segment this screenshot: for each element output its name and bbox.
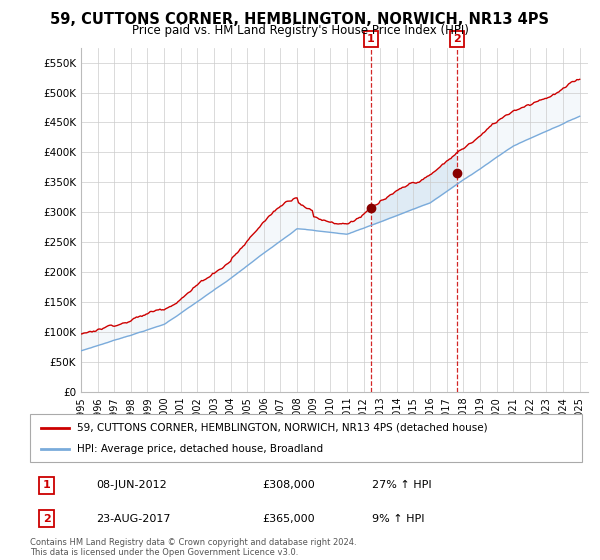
- Text: HPI: Average price, detached house, Broadland: HPI: Average price, detached house, Broa…: [77, 444, 323, 454]
- Text: Price paid vs. HM Land Registry's House Price Index (HPI): Price paid vs. HM Land Registry's House …: [131, 24, 469, 36]
- Text: 59, CUTTONS CORNER, HEMBLINGTON, NORWICH, NR13 4PS: 59, CUTTONS CORNER, HEMBLINGTON, NORWICH…: [50, 12, 550, 27]
- Text: £365,000: £365,000: [262, 514, 314, 524]
- Text: 9% ↑ HPI: 9% ↑ HPI: [372, 514, 425, 524]
- Text: 2: 2: [43, 514, 50, 524]
- Text: 08-JUN-2012: 08-JUN-2012: [96, 480, 167, 490]
- Text: 27% ↑ HPI: 27% ↑ HPI: [372, 480, 432, 490]
- Text: 23-AUG-2017: 23-AUG-2017: [96, 514, 171, 524]
- FancyBboxPatch shape: [30, 414, 582, 462]
- Text: 1: 1: [367, 34, 375, 44]
- Text: Contains HM Land Registry data © Crown copyright and database right 2024.
This d: Contains HM Land Registry data © Crown c…: [30, 538, 356, 557]
- Text: 1: 1: [43, 480, 50, 490]
- Text: 2: 2: [454, 34, 461, 44]
- Text: £308,000: £308,000: [262, 480, 314, 490]
- Text: 59, CUTTONS CORNER, HEMBLINGTON, NORWICH, NR13 4PS (detached house): 59, CUTTONS CORNER, HEMBLINGTON, NORWICH…: [77, 423, 488, 433]
